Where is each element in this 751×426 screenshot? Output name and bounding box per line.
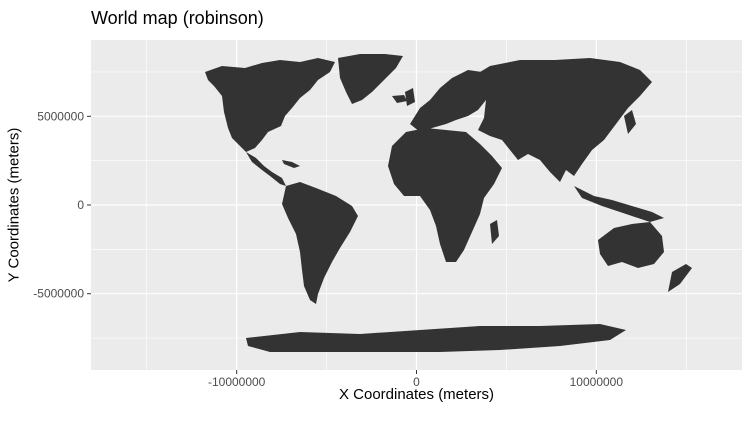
antarctica [246,324,626,352]
north-america [205,58,335,152]
europe [410,70,490,132]
x-axis-title: X Coordinates (meters) [338,386,495,403]
south-america [282,182,358,304]
y-tick-label: 0 [77,198,84,212]
central-america [246,152,286,186]
x-tick-label: -10000000 [208,375,266,389]
iceland [392,95,407,103]
caribbean [282,160,300,168]
x-axis-ticks: -10000000 0 10000000 [208,370,623,389]
y-tick-label: -5000000 [33,287,84,301]
indonesia [574,186,664,222]
united-kingdom [405,88,415,106]
new-zealand [668,264,692,292]
australia [598,222,664,268]
japan [624,110,636,134]
x-tick-label: 10000000 [570,375,624,389]
greenland [338,54,403,104]
land-masses [205,54,692,352]
x-tick-label: 0 [413,375,420,389]
map-title: World map (robinson) [91,8,264,28]
y-tick-label: 5000000 [37,109,84,123]
y-axis-ticks: 5000000 0 -5000000 [33,109,91,301]
africa [388,128,502,262]
madagascar [490,220,499,244]
asia [470,58,652,182]
